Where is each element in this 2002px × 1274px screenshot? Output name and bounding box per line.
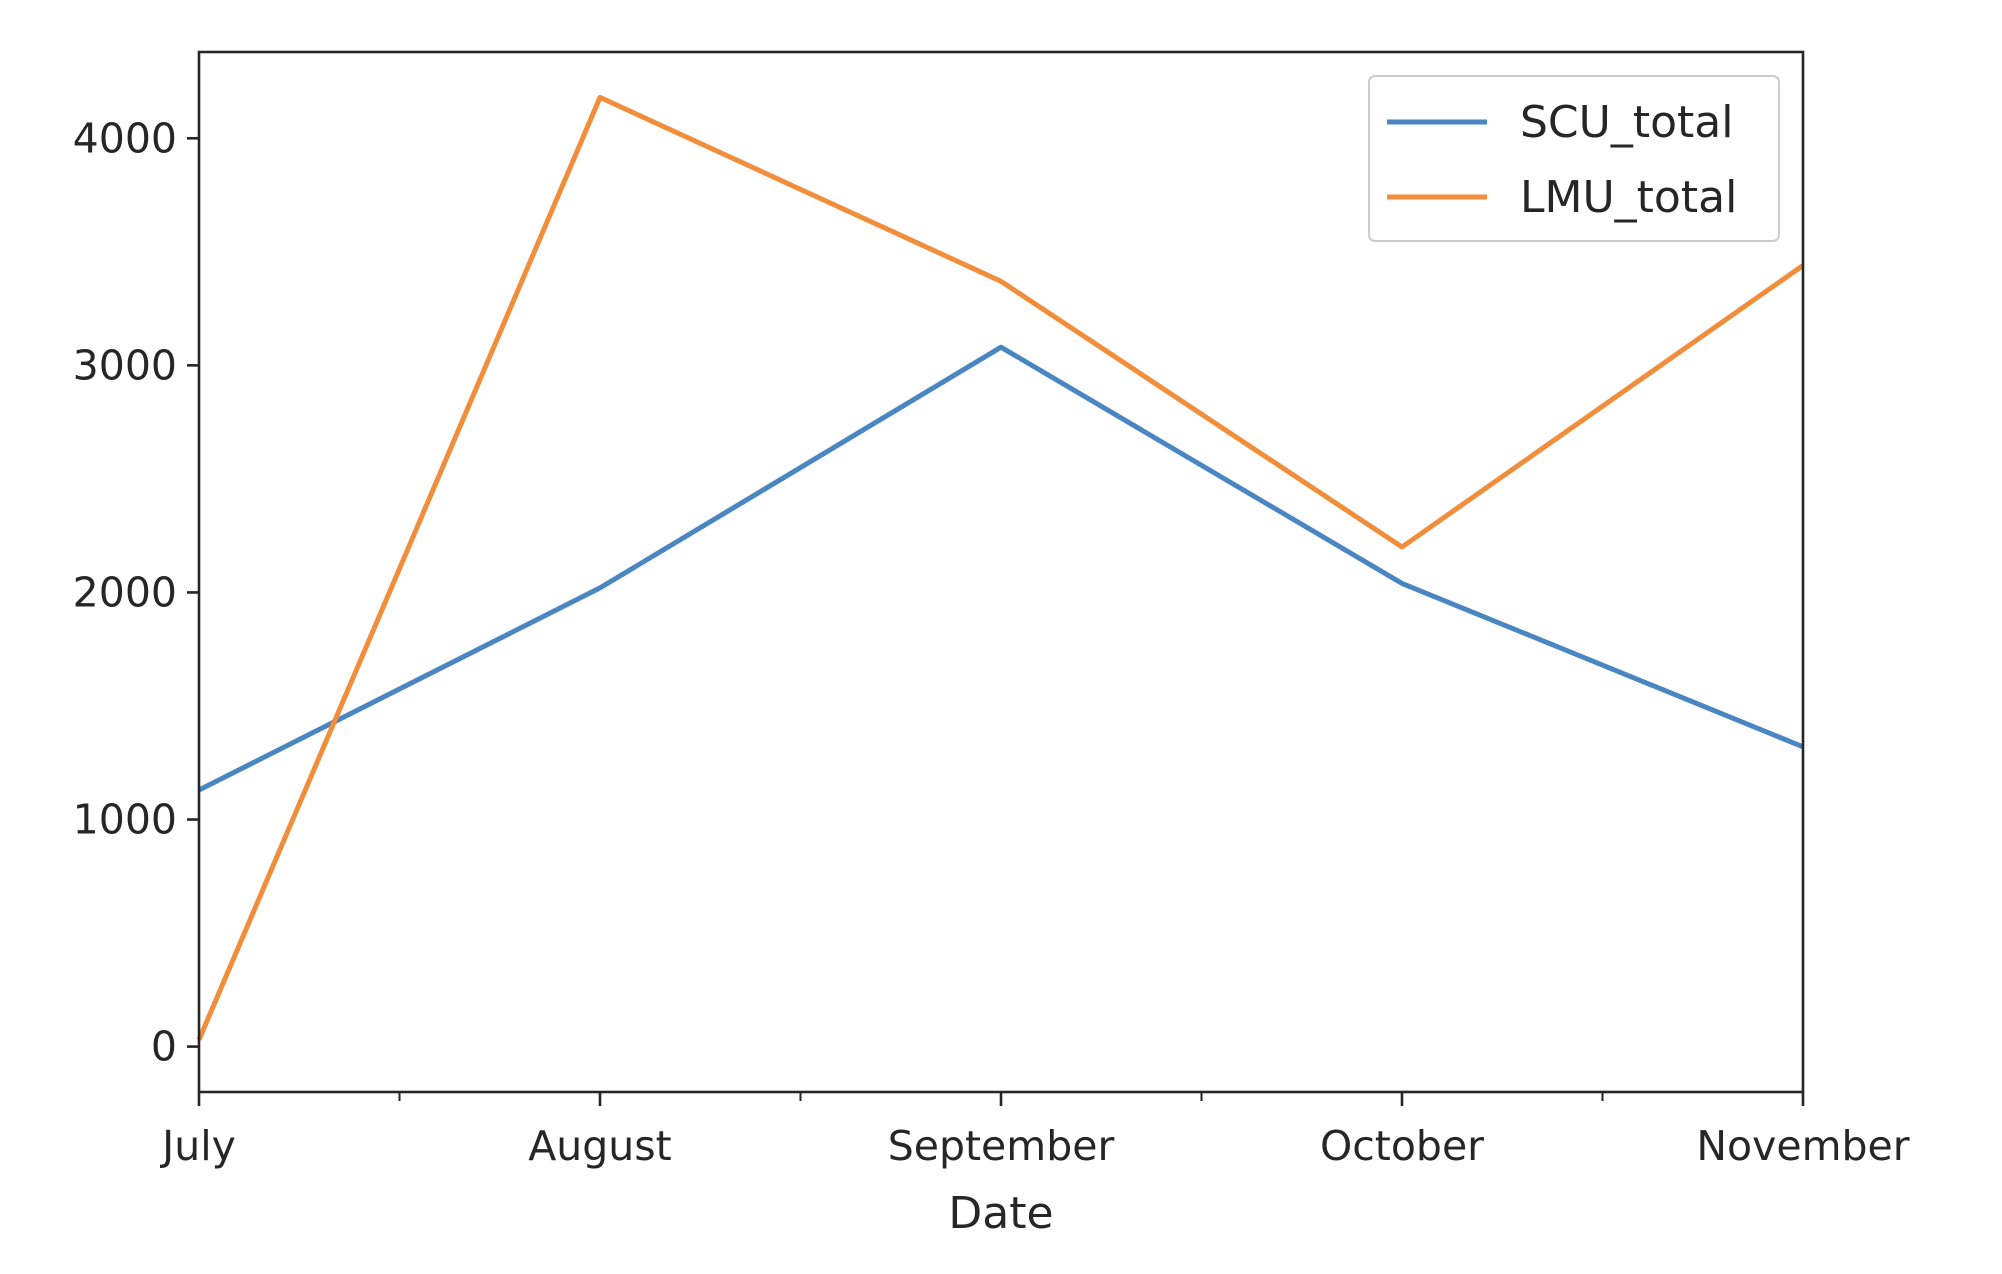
axes: 0 1000 2000 3000 4000 July August September Octo…: [73, 114, 1910, 1170]
y-tick-label: 3000: [73, 341, 177, 389]
x-tick-label: July: [159, 1122, 236, 1170]
series-line-SCU_total: [197, 344, 1804, 793]
series-line-LMU_total: [196, 94, 1805, 1041]
x-tick-label: August: [528, 1122, 671, 1170]
legend-box: [1368, 75, 1780, 242]
legend: SCU_total LMU_total: [1368, 75, 1780, 242]
x-axis-title: Date: [948, 1188, 1053, 1239]
legend-label: LMU_total: [1520, 172, 1737, 223]
y-tick-label: 0: [151, 1023, 177, 1071]
x-tick-label: November: [1696, 1122, 1909, 1170]
plot-area: [196, 94, 1805, 1041]
y-tick-label: 4000: [73, 114, 177, 162]
x-tick-label: October: [1320, 1122, 1484, 1170]
legend-label: SCU_total: [1520, 97, 1733, 148]
y-tick-label: 2000: [73, 568, 177, 616]
x-tick-label: September: [888, 1122, 1115, 1170]
plot-frame: [197, 50, 1805, 1094]
y-tick-label: 1000: [73, 796, 177, 844]
